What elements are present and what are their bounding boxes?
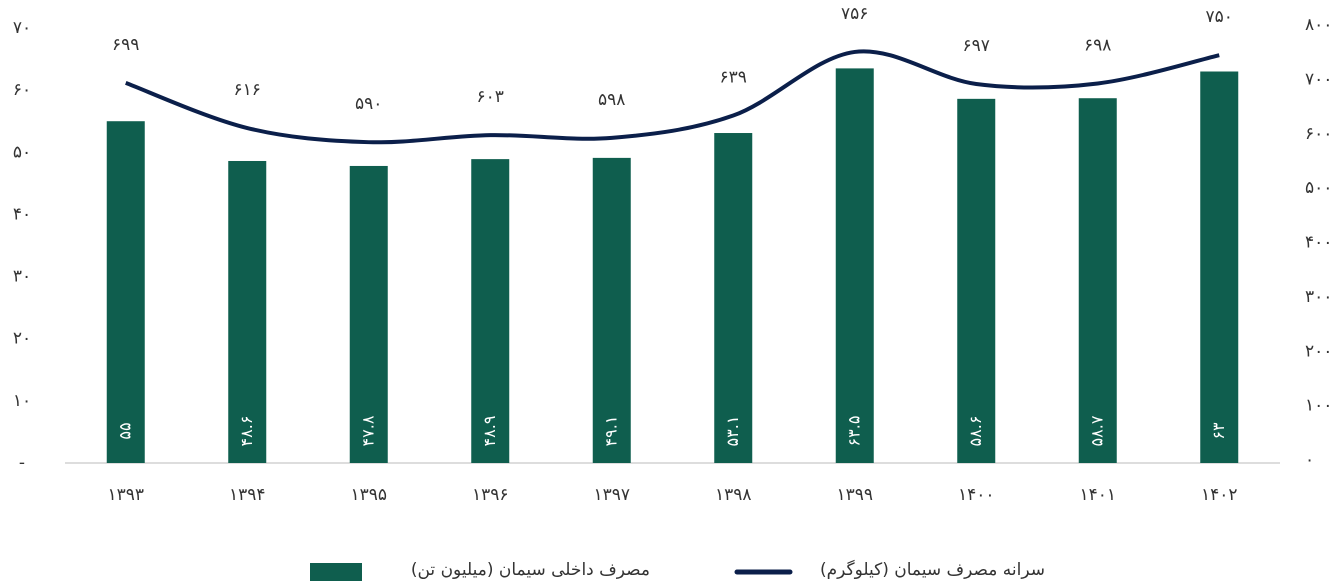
x-tick-label: ۱۴۰۲ [1201,485,1238,505]
legend-swatch [310,563,362,581]
x-tick-label: ۱۳۹۷ [593,485,630,505]
line-value-label: ۵۹۰ [355,94,382,114]
y2-tick-label: ۷۰۰ [1305,69,1332,89]
y-tick-label: ۷۰ [13,18,31,38]
line-value-label: ۶۹۸ [1084,35,1111,55]
bar [1200,71,1239,463]
line-value-label: ۶۳۹ [720,68,747,88]
bar [106,121,145,463]
y2-tick-label: ۱۰۰ [1305,396,1332,416]
bar-value-label: ۵۸.۶ [966,416,985,447]
y2-tick-label: ۰ [1305,450,1314,470]
y2-tick-label: ۲۰۰ [1305,341,1332,361]
y-tick-label: ۴۰ [13,204,31,224]
bar [957,98,996,463]
x-tick-label: ۱۳۹۸ [715,485,752,505]
y-tick-label: ۵۰ [13,142,31,162]
bar [349,165,388,463]
x-tick-label: ۱۳۹۳ [107,485,144,505]
legend-label: سرانه مصرف سیمان (کیلوگرم) [820,559,1045,580]
bar [1078,98,1117,463]
line-value-label: ۷۵۰ [1206,7,1233,27]
line-value-label: ۶۰۳ [477,87,504,107]
y2-tick-label: ۴۰۰ [1305,233,1332,253]
bar-value-label: ۴۷.۸ [358,415,377,446]
x-tick-label: ۱۳۹۵ [350,485,387,505]
bar-value-label: ۶۳.۵ [844,416,863,447]
y2-tick-label: ۳۰۰ [1305,287,1332,307]
line-value-label: ۶۹۹ [112,35,139,55]
y2-tick-label: ۸۰۰ [1305,15,1332,35]
y2-tick-label: ۵۰۰ [1305,178,1332,198]
bar-value-label: ۵۸.۷ [1087,415,1106,446]
bar-value-label: ۶۳ [1209,422,1228,440]
bar [471,159,510,463]
x-tick-label: ۱۳۹۶ [472,485,509,505]
x-tick-label: ۱۳۹۴ [229,485,266,505]
bar-value-label: ۵۵ [115,422,134,439]
line [125,49,1220,145]
y2-tick-label: ۶۰۰ [1305,124,1332,144]
y-tick-label: ۲۰ [13,329,31,349]
line-value-label: ۶۱۶ [234,80,261,100]
bar-value-label: ۴۸.۹ [480,416,499,447]
bar [228,160,267,463]
y-tick-label: - [19,453,25,473]
bar [714,133,753,463]
bar-value-label: ۴۹.۱ [601,416,620,447]
bar [835,68,874,464]
legend-label: مصرف داخلی سیمان (میلیون تن) [411,560,650,580]
x-tick-label: ۱۴۰۰ [958,485,995,505]
y-tick-label: ۳۰ [13,267,31,287]
x-tick-label: ۱۴۰۱ [1079,485,1116,505]
line-value-label: ۵۹۸ [598,90,625,110]
bar-value-label: ۴۸.۶ [237,416,256,447]
y-tick-label: ۱۰ [13,391,31,411]
bar-value-label: ۵۳.۱ [723,416,742,447]
bar [592,157,631,463]
y-tick-label: ۶۰ [13,80,31,100]
x-tick-label: ۱۳۹۹ [836,485,873,505]
line-value-label: ۷۵۶ [841,4,868,24]
line-value-label: ۶۹۷ [963,36,990,56]
